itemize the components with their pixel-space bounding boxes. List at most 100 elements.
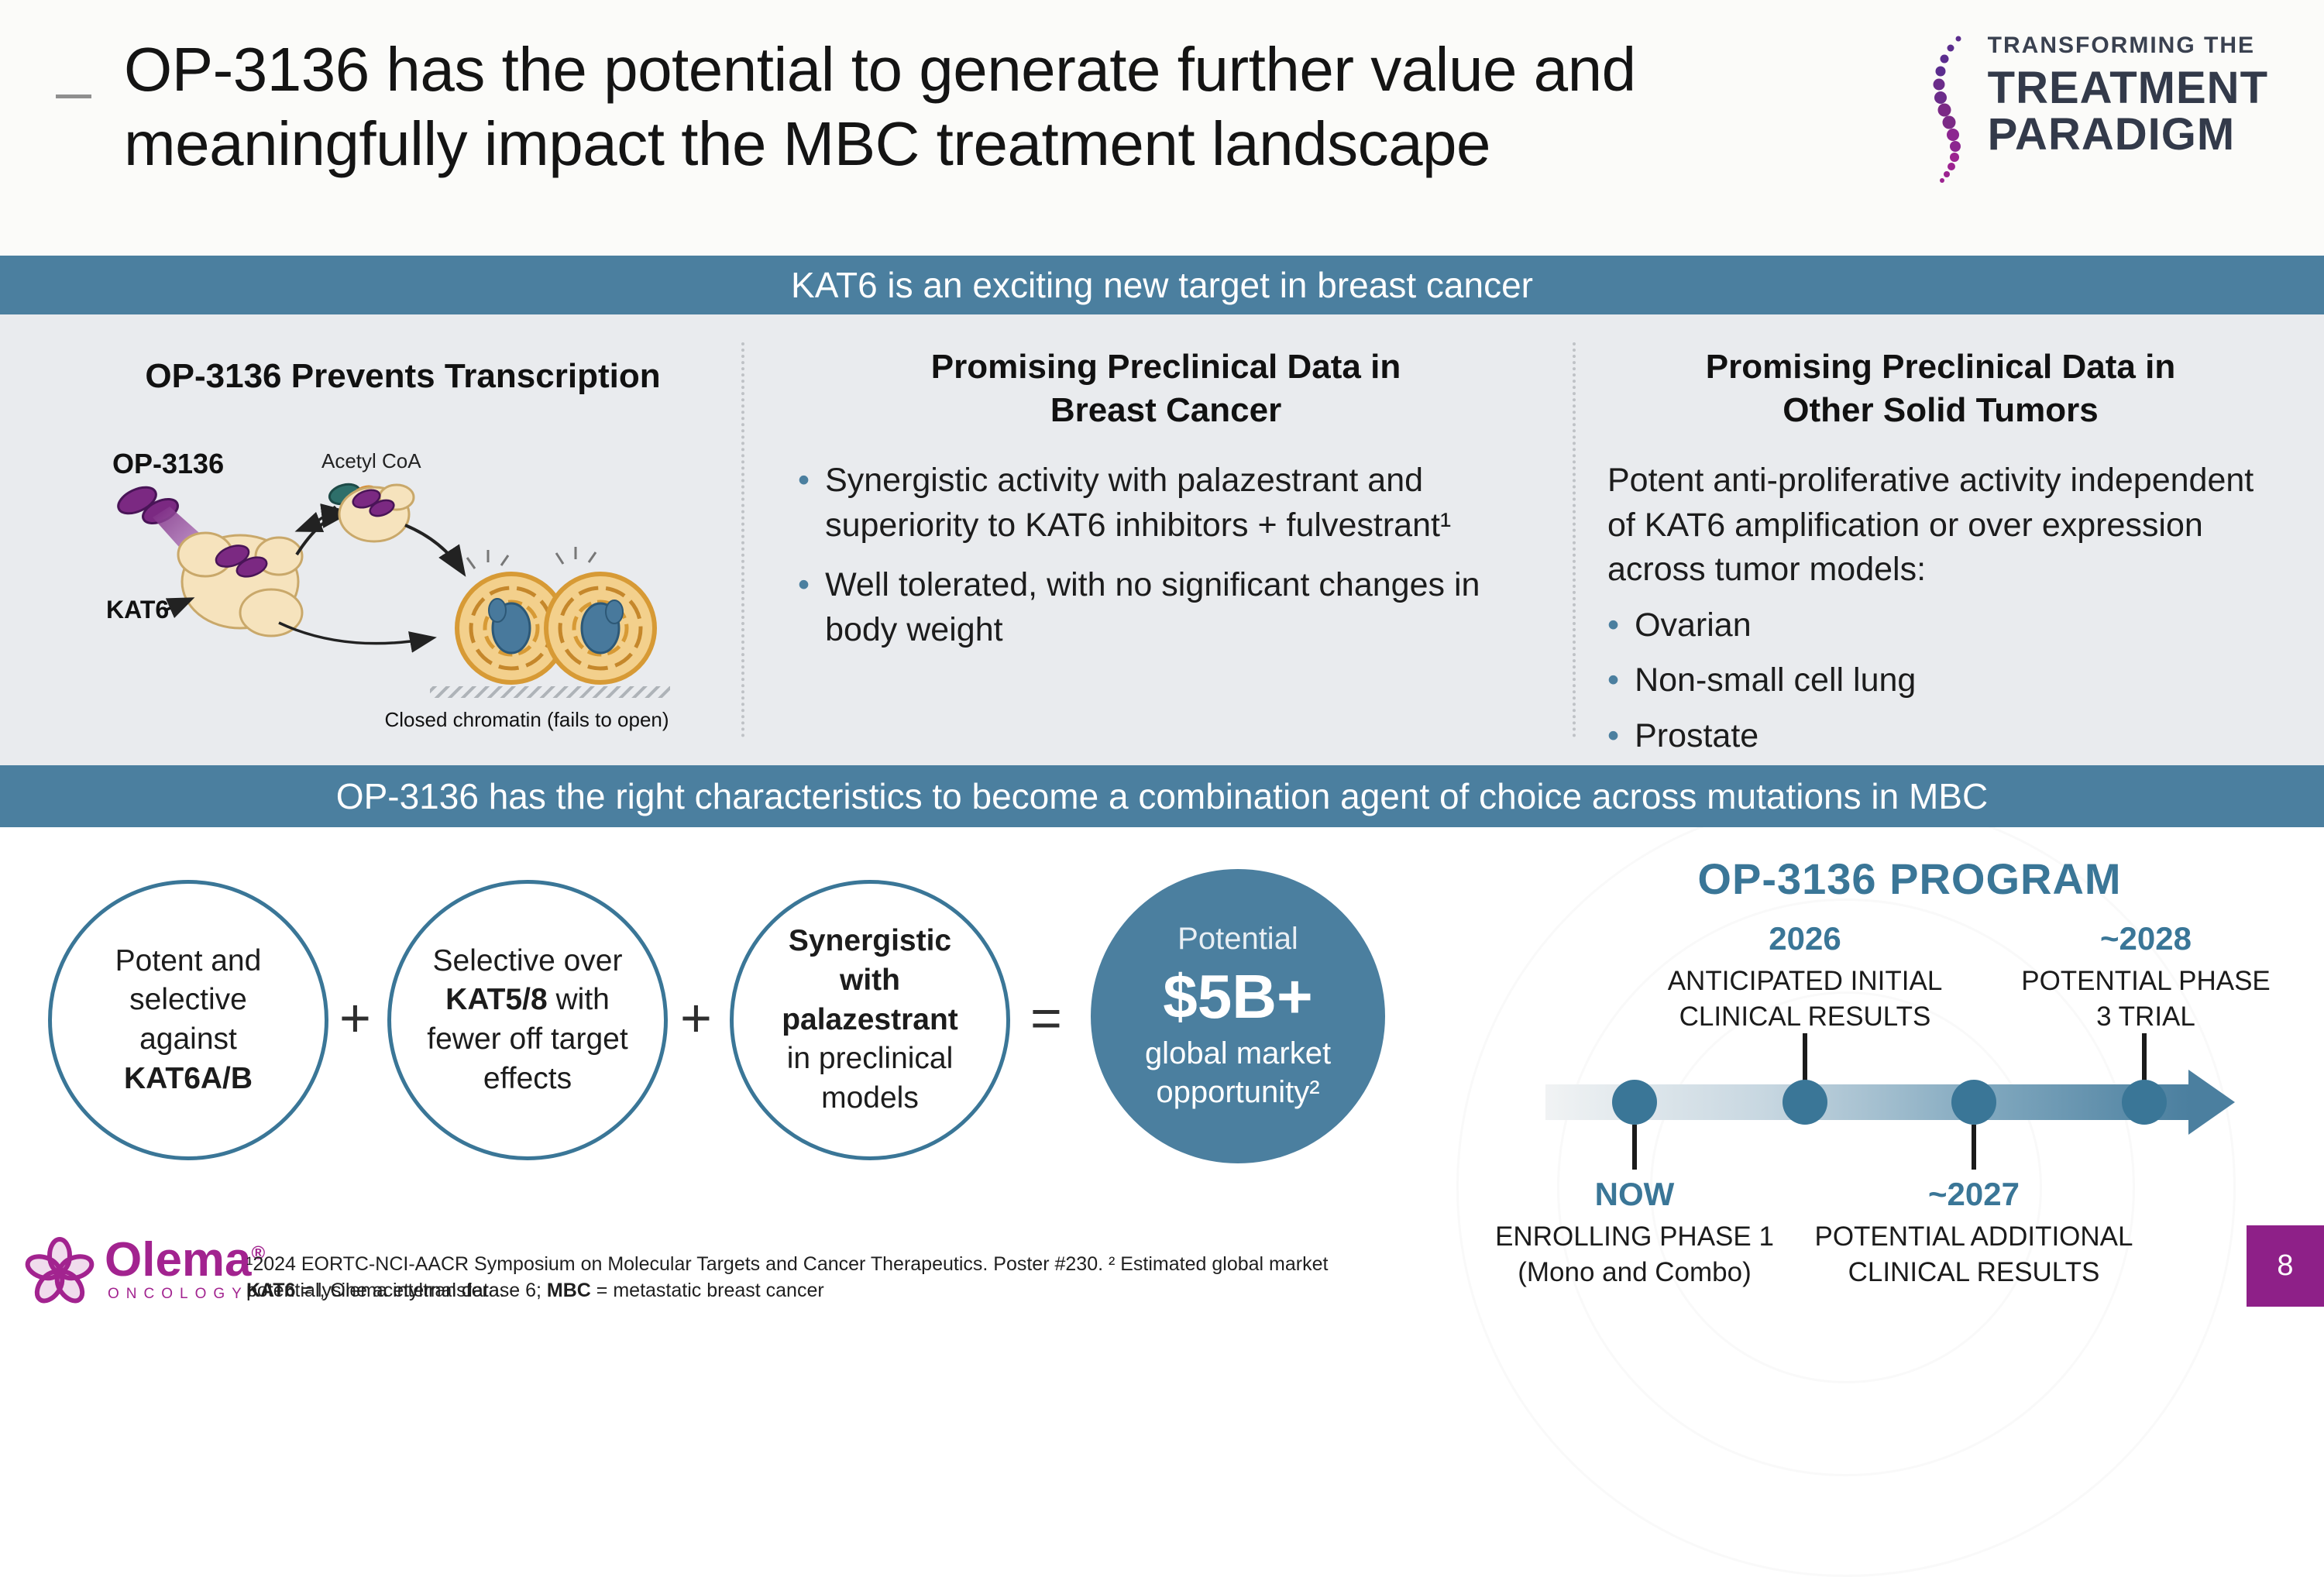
abbr-kat6-def: = lysine acetyltransferase 6; (295, 1280, 547, 1301)
stress-marks (466, 547, 597, 569)
column3-heading-line2: Other Solid Tumors (1783, 391, 2099, 430)
value-circle-selective-kat58: Selective over KAT5/8 with fewer off tar… (387, 880, 668, 1160)
abbr-mbc-def: = metastatic breast cancer (590, 1280, 824, 1301)
bullet-marker: • (1607, 661, 1620, 699)
equals-operator: = (1030, 988, 1062, 1048)
circle1-bold: KAT6A/B (123, 1061, 253, 1095)
mechanism-illustration: OP-3136 Acetyl CoA KAT6 (106, 448, 670, 731)
acetyl-coa-label: Acetyl CoA (321, 449, 421, 472)
milestone-year: ~2027 (1928, 1176, 2020, 1212)
value-circle-synergistic: Synergistic with palazestrant in preclin… (730, 880, 1010, 1160)
spine-dots-icon (1933, 36, 1961, 183)
abbr-mbc: MBC (546, 1280, 591, 1301)
slide-title: OP-3136 has the potential to generate fu… (124, 35, 1636, 178)
milestone-label: POTENTIAL PHASE 3 TRIAL (2021, 966, 2271, 1032)
potential-label: Potential (1177, 921, 1298, 956)
kat6-complex-icon (338, 483, 415, 543)
timeline-dot (1612, 1080, 1657, 1125)
column2-heading-line1: Promising Preclinical Data in (930, 348, 1401, 386)
milestone-label: POTENTIAL ADDITIONAL CLINICAL RESULTS (1814, 1221, 2133, 1287)
footnote-references: ¹2024 EORTC-NCI-AACR Symposium on Molecu… (246, 1253, 1329, 1301)
circle1-text: Potent and selective against (115, 943, 262, 1056)
value-circle-text: Potent and selective against KAT6A/B (87, 942, 290, 1099)
bullet-marker: • (798, 462, 810, 499)
bullet-text: Non-small cell lung (1635, 661, 1917, 699)
milestone-year: NOW (1594, 1176, 1675, 1212)
circle2-bold: KAT5/8 (445, 983, 548, 1017)
brand-logo: TRANSFORMING THE TREATMENT PARADIGM (1921, 33, 2268, 187)
olema-wordmark: Olema® ONCOLOGY (105, 1236, 265, 1303)
abbr-kat6: KAT6 (246, 1280, 296, 1301)
bullet-marker: • (1607, 606, 1620, 644)
bullet-text: Ovarian (1635, 606, 1752, 644)
olema-oncology-label: ONCOLOGY (108, 1286, 249, 1302)
market-sub-label: global market opportunity² (1144, 1036, 1332, 1109)
timeline-tick (1972, 1125, 1976, 1170)
milestone-2028: ~2028 POTENTIAL PHASE 3 TRIAL (2014, 920, 2278, 1034)
olema-name-text: Olema (105, 1233, 252, 1287)
bullet-text: Well tolerated, with no significant chan… (825, 566, 1480, 648)
banner-kat6-target: KAT6 is an exciting new target in breast… (0, 256, 2324, 314)
timeline-tick (1803, 1033, 1807, 1081)
brand-line-1: TRANSFORMING THE (1987, 33, 2255, 58)
chromatin-coil-icon (455, 572, 568, 685)
milestone-year: 2026 (1769, 920, 1841, 957)
plus-operator: + (339, 988, 371, 1048)
timeline-dot (2122, 1080, 2167, 1125)
bullet-text: Prostate (1635, 717, 1759, 755)
registered-mark: ® (251, 1242, 266, 1264)
chromatin-caption: Closed chromatin (fails to open) (384, 708, 669, 731)
timeline-tick (1632, 1125, 1637, 1170)
brand-line-2: TREATMENT (1987, 63, 2268, 113)
olema-flower-icon (25, 1237, 95, 1304)
op3136-label: OP-3136 (112, 448, 224, 479)
circle2-post: with fewer off target effects (427, 983, 628, 1095)
transition-arrow-2 (404, 524, 466, 577)
plus-operator: + (680, 988, 712, 1048)
column2-bullets: • Synergistic activity with palazestrant… (798, 459, 1542, 652)
column3-bullets: • Ovarian • Non-small cell lung • Prosta… (1607, 603, 2289, 759)
header-background (0, 0, 2324, 256)
value-circle-text: Selective over KAT5/8 with fewer off tar… (426, 942, 629, 1099)
column2-heading: Promising Preclinical Data in Breast Can… (775, 345, 1557, 433)
column-divider (1573, 342, 1576, 737)
bullet-item: • Ovarian (1607, 603, 2289, 648)
olema-name: Olema® (105, 1236, 265, 1284)
chromatin-baseline (430, 686, 670, 698)
bullet-text: Synergistic activity with palazestrant a… (825, 462, 1452, 544)
bullet-item: • Non-small cell lung (1607, 658, 2289, 703)
milestone-year: ~2028 (2100, 920, 2192, 957)
banner-combination-agent: OP-3136 has the right characteristics to… (0, 765, 2324, 827)
olema-logo: Olema® ONCOLOGY (23, 1236, 265, 1310)
page-number: 8 (2277, 1249, 2294, 1282)
timeline-dot (1783, 1080, 1827, 1125)
bullet-item: • Well tolerated, with no significant ch… (798, 563, 1542, 652)
kat6-pointer (164, 597, 195, 619)
value-circle-text: Synergistic with palazestrant in preclin… (768, 922, 971, 1118)
kat6-enzyme-icon (177, 531, 304, 637)
kat6-label: KAT6 (106, 596, 169, 624)
circle2-text: Selective over (432, 943, 623, 977)
milestone-now: NOW ENROLLING PHASE 1 (Mono and Combo) (1480, 1176, 1789, 1290)
bullet-item: • Prostate (1607, 714, 2289, 759)
bullet-marker: • (1607, 717, 1620, 755)
value-circle-potent-selective: Potent and selective against KAT6A/B (48, 880, 328, 1160)
timeline-arrowhead (2188, 1070, 2235, 1135)
bullet-marker: • (798, 566, 810, 604)
market-opportunity-circle: Potential $5B+ global market opportunity… (1091, 869, 1385, 1163)
timeline-dot (1951, 1080, 1996, 1125)
column2-heading-line2: Breast Cancer (1050, 391, 1282, 430)
circle3-post: in preclinical models (786, 1042, 954, 1115)
market-value: $5B+ (1163, 961, 1313, 1031)
brand-line-3: PARADIGM (1987, 109, 2236, 160)
brand-text: TRANSFORMING THE TREATMENT PARADIGM (1988, 33, 2268, 159)
circle3-bold: Synergistic with palazestrant (782, 924, 958, 1036)
milestone-label: ANTICIPATED INITIAL CLINICAL RESULTS (1667, 966, 1943, 1032)
milestone-label: ENROLLING PHASE 1 (Mono and Combo) (1495, 1221, 1774, 1287)
column-divider (741, 342, 744, 737)
column3-heading: Promising Preclinical Data in Other Soli… (1600, 345, 2281, 433)
column3-heading-line1: Promising Preclinical Data in (1705, 348, 2176, 386)
milestone-2026: 2026 ANTICIPATED INITIAL CLINICAL RESULT… (1638, 920, 1972, 1034)
milestone-2027: ~2027 POTENTIAL ADDITIONAL CLINICAL RESU… (1803, 1176, 2144, 1290)
timeline-tick (2142, 1033, 2147, 1081)
